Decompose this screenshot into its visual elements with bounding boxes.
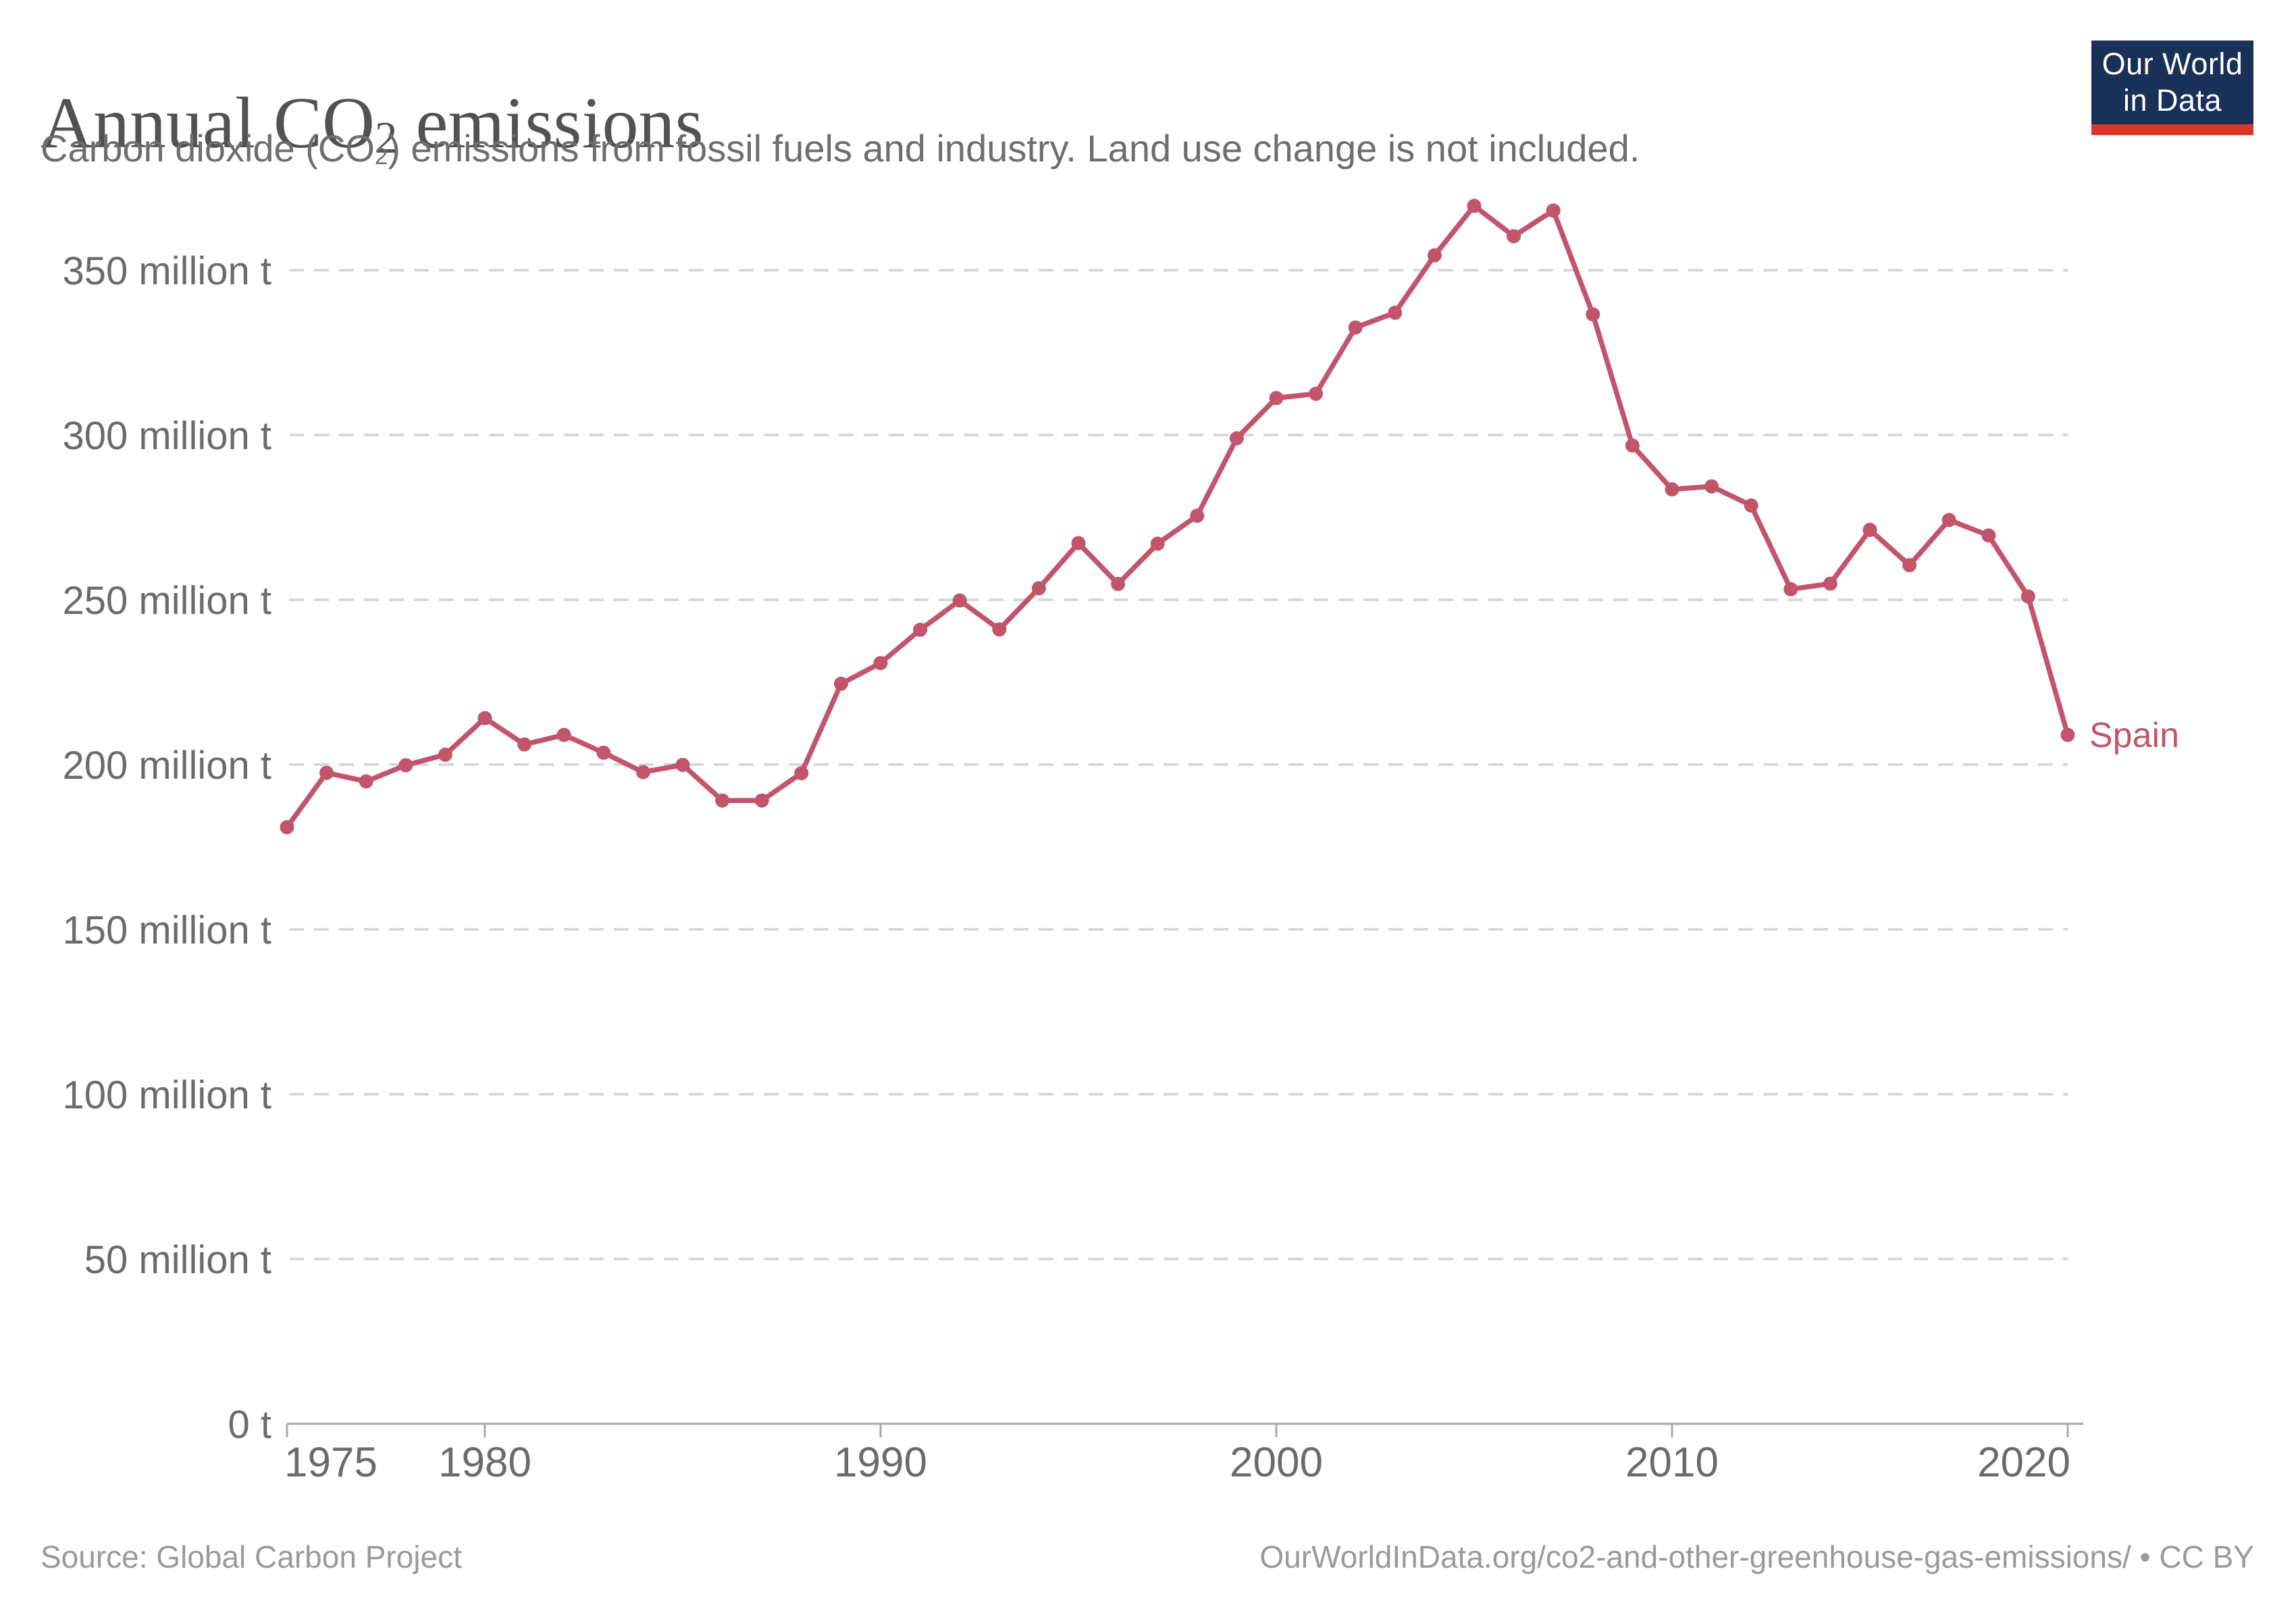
owid-logo-red-bar [2091,124,2253,135]
data-point[interactable] [1190,509,1205,523]
data-point[interactable] [1507,229,1521,244]
data-point[interactable] [754,793,769,808]
data-point[interactable] [398,758,413,773]
subtitle-text: Carbon dioxide (CO [41,127,375,170]
data-point[interactable] [1704,479,1719,494]
data-point[interactable] [913,622,928,637]
owid-logo-line1: Our World [2102,47,2243,81]
chart-subtitle: Carbon dioxide (CO2) emissions from foss… [41,126,1640,172]
data-point[interactable] [1229,431,1244,446]
data-point[interactable] [1309,386,1324,401]
y-tick-label: 0 t [228,1403,272,1447]
data-point[interactable] [1625,438,1640,453]
data-point[interactable] [1269,390,1284,405]
data-point[interactable] [1427,248,1442,263]
data-point[interactable] [992,622,1007,637]
series-label-spain[interactable]: Spain [2089,716,2179,755]
data-point[interactable] [1467,199,1482,213]
data-point[interactable] [1744,498,1758,513]
subtitle-subscript: 2 [374,144,388,170]
data-point[interactable] [1546,203,1561,218]
data-point[interactable] [477,711,492,725]
y-tick-label: 200 million t [63,744,271,788]
data-point[interactable] [1902,558,1917,573]
x-axis-ticks: 1975 1980 1990 2000 2010 2020 [284,1424,2070,1486]
data-point[interactable] [1586,307,1600,321]
x-tick-label: 2000 [1230,1439,1323,1486]
data-point[interactable] [1823,576,1837,591]
y-tick-label: 250 million t [63,579,271,623]
data-point[interactable] [1071,536,1086,550]
y-tick-label: 150 million t [63,908,271,952]
y-tick-label: 50 million t [84,1238,271,1282]
data-point[interactable] [635,765,650,779]
y-gridlines [287,269,2083,1425]
data-point[interactable] [833,676,848,691]
data-point[interactable] [280,820,294,835]
data-point[interactable] [715,793,730,808]
y-tick-label: 350 million t [63,249,271,293]
data-point[interactable] [1031,581,1046,596]
data-point[interactable] [1941,513,1956,528]
y-axis-labels: 0 t 50 million t 100 million t 150 million … [63,249,271,1447]
data-point[interactable] [1665,482,1679,496]
data-point[interactable] [1111,577,1126,592]
data-point[interactable] [1388,305,1403,320]
footer-attribution[interactable]: OurWorldInData.org/co2-and-other-greenho… [1259,1539,2254,1574]
data-point[interactable] [1783,582,1798,596]
owid-logo[interactable]: Our World in Data [2091,41,2253,135]
data-point[interactable] [359,774,373,789]
data-points[interactable] [280,199,2075,835]
x-tick-label: 2020 [1977,1439,2070,1486]
data-point[interactable] [556,727,571,742]
data-point[interactable] [1862,523,1877,537]
x-tick-label: 2010 [1625,1439,1719,1486]
owid-logo-text: Our World in Data [2091,41,2253,124]
page-title: Annual CO2 emissions [41,83,704,164]
subtitle-text-end: ) emissions from fossil fuels and indust… [388,127,1640,170]
title-text-end: emissions [397,83,704,164]
data-point[interactable] [596,745,611,760]
data-point[interactable] [2060,727,2075,742]
y-tick-label: 300 million t [63,414,271,458]
data-line-spain[interactable] [284,203,2070,830]
data-point[interactable] [517,737,532,752]
data-point[interactable] [2020,589,2035,604]
data-point[interactable] [1150,536,1165,551]
title-text: Annual CO [41,83,375,164]
x-tick-label: 1975 [284,1439,377,1486]
x-tick-label: 1980 [438,1439,531,1486]
footer-source: Source: Global Carbon Project [41,1539,462,1574]
data-point[interactable] [873,656,888,671]
owid-logo-line2: in Data [2122,83,2222,118]
data-point[interactable] [438,747,452,762]
data-point[interactable] [1981,528,1996,543]
data-point[interactable] [675,758,690,772]
x-tick-label: 1990 [834,1439,927,1486]
y-tick-label: 100 million t [63,1073,271,1117]
data-point[interactable] [1348,320,1363,335]
data-point[interactable] [794,766,809,781]
data-point[interactable] [319,765,334,780]
data-point[interactable] [952,593,967,608]
title-subscript: 2 [374,113,398,163]
